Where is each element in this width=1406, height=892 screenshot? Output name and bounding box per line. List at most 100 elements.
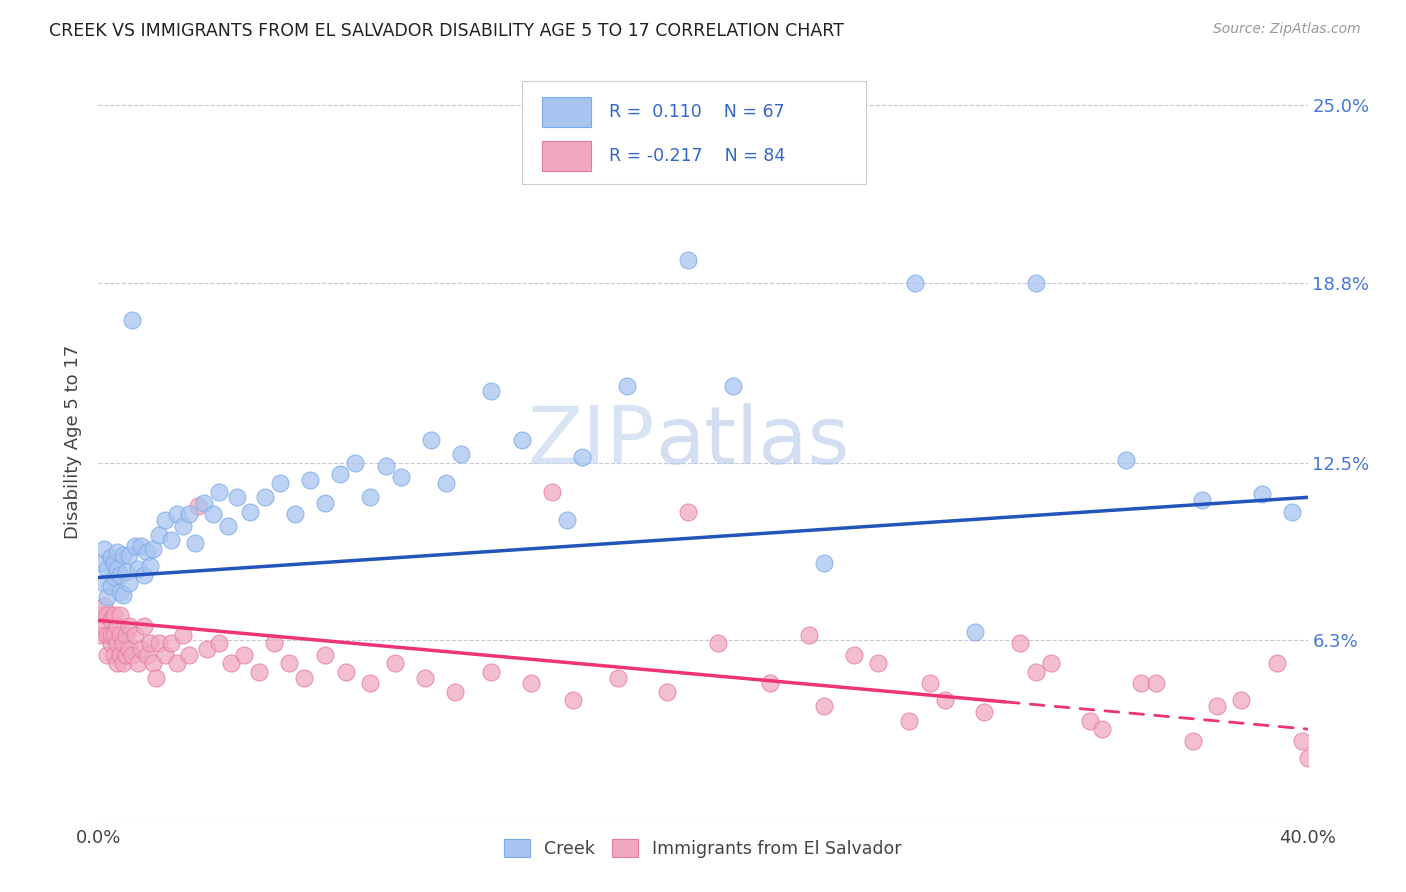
- Point: [96, 562, 118, 576]
- Point: [108, 584, 131, 599]
- Point: [676, 252, 699, 267]
- Point: [226, 491, 249, 505]
- Point: [96, 628, 118, 642]
- Point: [105, 619, 128, 633]
- Point: [1144, 676, 1167, 690]
- Point: [413, 671, 436, 685]
- Point: [121, 648, 143, 662]
- Point: [973, 705, 995, 719]
- Point: [100, 628, 122, 642]
- Point: [90, 556, 112, 570]
- Point: [132, 619, 155, 633]
- Point: [434, 476, 457, 491]
- Point: [96, 607, 118, 622]
- Point: [96, 648, 118, 662]
- Text: ZIP: ZIP: [527, 402, 655, 481]
- Point: [187, 499, 209, 513]
- Point: [299, 473, 322, 487]
- Point: [707, 636, 730, 650]
- Point: [384, 657, 406, 671]
- Point: [105, 562, 128, 576]
- Point: [208, 484, 231, 499]
- Point: [118, 576, 141, 591]
- Point: [1115, 453, 1137, 467]
- FancyBboxPatch shape: [543, 96, 591, 127]
- Point: [1291, 733, 1313, 747]
- Point: [132, 567, 155, 582]
- Point: [160, 533, 183, 548]
- Point: [148, 527, 170, 541]
- Point: [813, 556, 835, 570]
- FancyBboxPatch shape: [543, 141, 591, 171]
- Point: [1230, 693, 1253, 707]
- Point: [166, 508, 188, 522]
- Point: [221, 657, 243, 671]
- Point: [90, 607, 112, 622]
- Point: [129, 539, 152, 553]
- Point: [100, 579, 122, 593]
- Point: [208, 636, 231, 650]
- Point: [844, 648, 866, 662]
- Point: [127, 562, 149, 576]
- Point: [360, 676, 382, 690]
- Point: [389, 470, 412, 484]
- Point: [797, 628, 820, 642]
- Point: [420, 433, 443, 447]
- Point: [607, 671, 630, 685]
- Point: [93, 576, 115, 591]
- Text: Source: ZipAtlas.com: Source: ZipAtlas.com: [1213, 22, 1361, 37]
- Point: [897, 714, 920, 728]
- Point: [1078, 714, 1101, 728]
- Point: [179, 508, 201, 522]
- Point: [118, 548, 141, 562]
- Point: [232, 648, 254, 662]
- Point: [195, 642, 218, 657]
- Point: [1024, 665, 1046, 679]
- Point: [253, 491, 276, 505]
- Point: [965, 624, 987, 639]
- FancyBboxPatch shape: [522, 81, 866, 184]
- Point: [247, 665, 270, 679]
- Point: [153, 648, 176, 662]
- Point: [127, 657, 149, 671]
- Point: [481, 665, 503, 679]
- Point: [562, 693, 585, 707]
- Point: [329, 467, 352, 482]
- Point: [142, 541, 165, 556]
- Point: [166, 657, 188, 671]
- Point: [758, 676, 780, 690]
- Point: [90, 628, 112, 642]
- Point: [1091, 722, 1114, 736]
- Point: [93, 599, 115, 613]
- Point: [179, 648, 201, 662]
- Point: [100, 636, 122, 650]
- Point: [103, 570, 125, 584]
- Point: [142, 657, 165, 671]
- Point: [1251, 487, 1274, 501]
- Point: [1181, 733, 1204, 747]
- Text: R = -0.217    N = 84: R = -0.217 N = 84: [609, 147, 785, 165]
- Point: [444, 685, 467, 699]
- Point: [114, 648, 136, 662]
- Point: [103, 628, 125, 642]
- Point: [135, 648, 157, 662]
- Text: CREEK VS IMMIGRANTS FROM EL SALVADOR DISABILITY AGE 5 TO 17 CORRELATION CHART: CREEK VS IMMIGRANTS FROM EL SALVADOR DIS…: [49, 22, 844, 40]
- Point: [139, 559, 162, 574]
- Point: [571, 450, 593, 465]
- Point: [100, 550, 122, 565]
- Point: [111, 636, 134, 650]
- Point: [105, 544, 128, 558]
- Point: [124, 628, 146, 642]
- Point: [723, 378, 745, 392]
- Point: [450, 447, 472, 461]
- Point: [540, 484, 562, 499]
- Point: [184, 536, 207, 550]
- Point: [1281, 505, 1303, 519]
- Point: [813, 699, 835, 714]
- Point: [145, 671, 167, 685]
- Point: [344, 456, 367, 470]
- Point: [108, 628, 131, 642]
- Point: [105, 636, 128, 650]
- Point: [153, 513, 176, 527]
- Point: [111, 588, 134, 602]
